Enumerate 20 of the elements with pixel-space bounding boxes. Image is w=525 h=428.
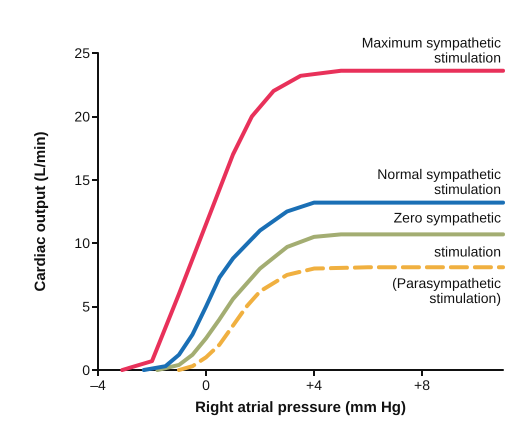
line-series xyxy=(177,265,505,372)
y-tick-label: 20 xyxy=(74,108,90,124)
annotation: Maximum sympathetic stimulation xyxy=(362,34,501,66)
y-tick-label: 25 xyxy=(74,45,90,61)
y-tick-label: 15 xyxy=(74,172,90,188)
x-tick-label: +4 xyxy=(306,377,322,393)
x-axis-title: Right atrial pressure (mm Hg) xyxy=(195,399,406,416)
y-tick-label: 10 xyxy=(74,235,90,252)
line-series xyxy=(120,68,505,372)
y-tick-label: 0 xyxy=(82,362,90,378)
text: Zero sympathetic stimulation xyxy=(394,209,501,260)
line-series xyxy=(142,200,505,372)
x-tick-label: –4 xyxy=(90,377,106,393)
y-axis-title: Cardiac output (L/min) xyxy=(32,132,49,292)
x-tick-label: 0 xyxy=(202,377,210,393)
annotation: Normal sympathetic stimulation xyxy=(377,166,501,198)
annotation: (Parasympathetic stimulation) xyxy=(392,274,501,306)
x-tick-label: +8 xyxy=(414,377,430,393)
line-series xyxy=(155,232,505,372)
y-tick-label: 5 xyxy=(82,298,90,315)
